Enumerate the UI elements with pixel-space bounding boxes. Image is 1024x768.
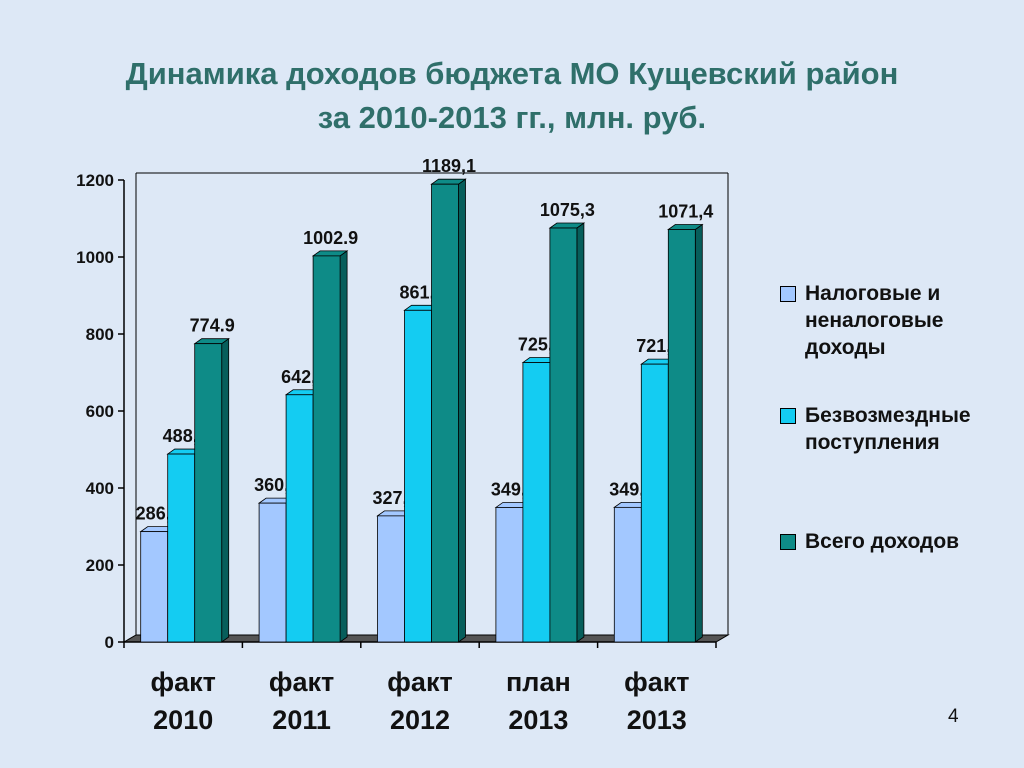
bar: [194, 343, 223, 643]
bar-side: [458, 178, 466, 643]
bar: [404, 309, 432, 643]
bar-side: [694, 223, 703, 643]
y-tick-label: 400: [86, 479, 114, 498]
data-label: 1071,4: [658, 202, 713, 222]
bar: [667, 229, 696, 643]
bar-side: [339, 250, 348, 643]
data-label: 1002.9: [303, 228, 358, 248]
legend-item-tax-revenue: Налоговые и неналоговые доходы: [780, 280, 1020, 361]
page-number: 4: [948, 706, 959, 727]
bar: [613, 506, 642, 643]
category-label-line: факт: [624, 667, 689, 697]
bar: [285, 394, 314, 643]
bar: [640, 363, 669, 643]
legend-label-line: Всего доходов: [805, 530, 960, 553]
category-label-line: план: [506, 667, 571, 697]
legend-swatch-grants: [780, 408, 796, 424]
bar: [258, 502, 287, 643]
legend-label-line: поступления: [805, 431, 940, 454]
y-tick-label: 1200: [76, 171, 114, 190]
legend-swatch-tax-revenue: [780, 286, 796, 302]
y-tick-label: 0: [105, 633, 114, 652]
category-label-line: 2013: [508, 705, 568, 735]
category-label-line: факт: [269, 667, 334, 697]
bar: [549, 227, 578, 643]
bar-side: [221, 337, 230, 643]
legend-label-line: доходы: [805, 336, 886, 359]
bar: [377, 515, 405, 643]
y-tick-label: 600: [86, 402, 114, 421]
y-tick-label: 200: [86, 556, 114, 575]
category-label-line: факт: [387, 667, 452, 697]
data-label: 1075,3: [540, 200, 595, 220]
y-tick-label: 800: [86, 325, 114, 344]
bar: [140, 531, 169, 643]
chart-title: Динамика доходов бюджета МО Кущевский ра…: [0, 52, 1024, 140]
legend-item-total: Всего доходов: [780, 528, 1020, 555]
bar: [522, 362, 551, 643]
legend-label-line: Безвозмездные: [805, 404, 971, 427]
title-line-2: за 2010-2013 гг., млн. руб.: [317, 100, 707, 135]
legend-swatch-total: [780, 534, 796, 550]
legend-label-line: Налоговые и: [805, 282, 941, 305]
category-label-line: 2011: [272, 705, 331, 735]
legend-item-grants: Безвозмездные поступления: [780, 402, 1020, 456]
title-line-1: Динамика доходов бюджета МО Кущевский ра…: [125, 56, 899, 91]
bar: [431, 183, 459, 643]
category-label-line: 2013: [627, 705, 687, 735]
data-label: 1189,1: [422, 156, 476, 176]
bar-side: [576, 222, 585, 643]
bar: [495, 507, 524, 643]
bar: [312, 255, 341, 643]
category-label-line: факт: [151, 667, 216, 697]
bar: [167, 453, 196, 643]
y-tick-label: 1000: [76, 248, 114, 267]
category-label-line: 2010: [153, 705, 213, 735]
category-label-line: 2012: [390, 705, 450, 735]
legend-label-line: неналоговые: [805, 309, 944, 332]
data-label: 774.9: [190, 316, 235, 336]
